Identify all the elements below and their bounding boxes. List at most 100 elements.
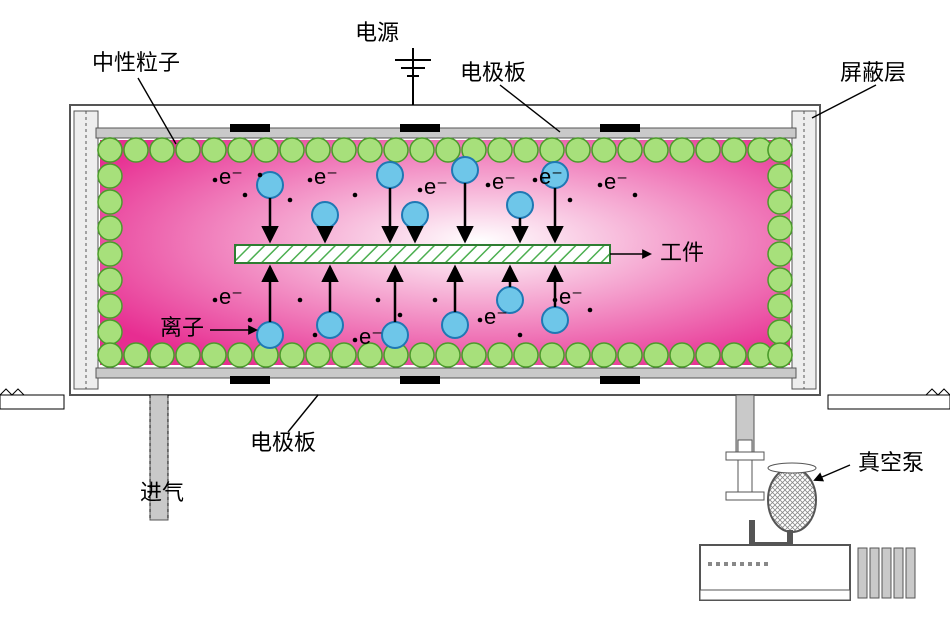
- neutral-particle: [540, 138, 564, 162]
- electron: [313, 333, 318, 338]
- neutral-particle: [98, 294, 122, 318]
- electrode-contact: [230, 376, 270, 384]
- electron: [243, 193, 248, 198]
- neutral-particle: [332, 138, 356, 162]
- neutral-particle: [202, 138, 226, 162]
- pump-fin: [894, 548, 903, 598]
- neutral-particle: [670, 138, 694, 162]
- neutral-particle: [306, 138, 330, 162]
- neutral-particle: [306, 343, 330, 367]
- electrode-contact: [600, 124, 640, 132]
- neutral-particle: [768, 242, 792, 266]
- neutral-particle: [332, 343, 356, 367]
- electron: [518, 333, 523, 338]
- neutral-particle: [514, 138, 538, 162]
- electron: [486, 183, 491, 188]
- label-power: 电源: [355, 20, 399, 45]
- neutral-particle: [176, 138, 200, 162]
- neutral-particle: [410, 138, 434, 162]
- neutral-particle: [488, 138, 512, 162]
- neutral-particle: [280, 138, 304, 162]
- neutral-particle: [410, 343, 434, 367]
- neutral-particle: [618, 343, 642, 367]
- svg-text:e⁻: e⁻: [604, 169, 628, 194]
- neutral-particle: [150, 138, 174, 162]
- bench-left: [0, 395, 64, 409]
- electron: [353, 338, 358, 343]
- svg-text:e⁻: e⁻: [314, 164, 338, 189]
- neutral-particle: [202, 343, 226, 367]
- pump-fin: [858, 548, 867, 598]
- neutral-particle: [540, 343, 564, 367]
- electron: [398, 313, 403, 318]
- neutral-particle: [670, 343, 694, 367]
- neutral-particle: [98, 190, 122, 214]
- neutral-particle: [514, 343, 538, 367]
- neutral-particle: [644, 343, 668, 367]
- pump-fin: [882, 548, 891, 598]
- bench-right: [828, 395, 950, 409]
- ion-particle: [377, 162, 403, 188]
- label-shield: 屏蔽层: [840, 60, 906, 85]
- neutral-particle: [566, 343, 590, 367]
- ion-particle: [382, 322, 408, 348]
- electron: [248, 318, 253, 323]
- electron: [213, 178, 218, 183]
- pump-filter: [768, 468, 816, 532]
- neutral-particle: [124, 138, 148, 162]
- electron: [288, 198, 293, 203]
- neutral-particle: [228, 343, 252, 367]
- electrode-contact: [600, 376, 640, 384]
- neutral-particle: [98, 343, 122, 367]
- neutral-particle: [768, 216, 792, 240]
- neutral-particle: [696, 138, 720, 162]
- svg-text:e⁻: e⁻: [492, 169, 516, 194]
- neutral-particle: [768, 138, 792, 162]
- svg-text:e⁻: e⁻: [219, 284, 243, 309]
- electron: [213, 298, 218, 303]
- ion-particle: [402, 202, 428, 228]
- neutral-particle: [768, 190, 792, 214]
- neutral-particle: [98, 242, 122, 266]
- neutral-particle: [228, 138, 252, 162]
- neutral-particle: [436, 138, 460, 162]
- ion-particle: [312, 202, 338, 228]
- electron: [298, 298, 303, 303]
- neutral-particle: [592, 343, 616, 367]
- electrode-contact: [230, 124, 270, 132]
- neutral-particle: [644, 138, 668, 162]
- ion-particle: [507, 192, 533, 218]
- electron: [598, 183, 603, 188]
- neutral-particle: [98, 164, 122, 188]
- neutral-particle: [462, 343, 486, 367]
- pump-fin: [870, 548, 879, 598]
- neutral-particle: [358, 138, 382, 162]
- neutral-particle: [150, 343, 174, 367]
- svg-text:e⁻: e⁻: [484, 304, 508, 329]
- ion-particle: [442, 312, 468, 338]
- electron: [308, 178, 313, 183]
- electron: [433, 298, 438, 303]
- neutral-particle: [696, 343, 720, 367]
- neutral-particle: [98, 268, 122, 292]
- svg-text:e⁻: e⁻: [424, 174, 448, 199]
- label-electrode_bot: 电极板: [250, 430, 316, 455]
- neutral-particle: [280, 343, 304, 367]
- svg-text:e⁻: e⁻: [359, 324, 383, 349]
- neutral-particle: [768, 294, 792, 318]
- electron: [553, 298, 558, 303]
- electron: [376, 298, 381, 303]
- electron: [568, 198, 573, 203]
- neutral-particle: [176, 343, 200, 367]
- neutral-particle: [768, 268, 792, 292]
- ion-particle: [257, 322, 283, 348]
- ion-particle: [542, 307, 568, 333]
- callout-line: [815, 465, 850, 480]
- label-gas_in: 进气: [140, 480, 184, 505]
- neutral-particle: [768, 343, 792, 367]
- pump-fin: [906, 548, 915, 598]
- callout-line: [288, 395, 318, 432]
- label-workpiece: 工件: [660, 240, 704, 265]
- label-ion: 离子: [160, 315, 204, 340]
- neutral-particle: [98, 138, 122, 162]
